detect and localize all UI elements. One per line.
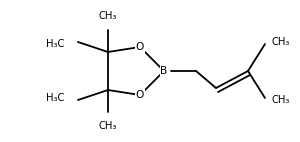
Text: CH₃: CH₃: [99, 11, 117, 21]
Text: CH₃: CH₃: [99, 121, 117, 131]
Text: B: B: [160, 66, 168, 76]
Text: CH₃: CH₃: [272, 37, 290, 47]
Text: CH₃: CH₃: [272, 95, 290, 105]
Text: O: O: [136, 42, 144, 52]
Text: H₃C: H₃C: [46, 39, 64, 49]
Text: H₃C: H₃C: [46, 93, 64, 103]
Text: O: O: [136, 90, 144, 100]
